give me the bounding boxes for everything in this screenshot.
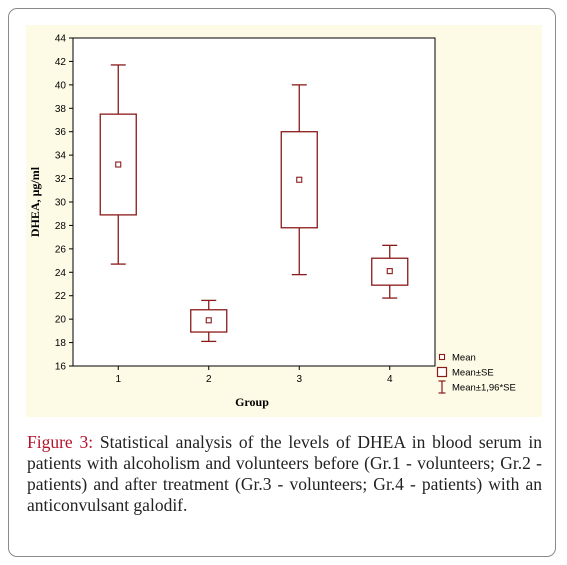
caption-label: Figure 3: — [27, 432, 94, 452]
x-tick-label: 3 — [296, 374, 302, 385]
caption-text: Statistical analysis of the levels of DH… — [27, 432, 542, 515]
legend-se-symbol — [436, 366, 448, 378]
mean-marker — [386, 268, 393, 275]
y-tick-label: 22 — [55, 291, 67, 302]
y-tick-label: 20 — [55, 315, 67, 326]
y-tick-label: 40 — [55, 80, 67, 91]
y-tick-label: 16 — [55, 362, 67, 373]
box-group-4 — [371, 244, 409, 299]
mean-marker — [205, 317, 212, 324]
legend-mean-symbol — [438, 353, 446, 361]
figure-caption: Figure 3: Statistical analysis of the le… — [27, 432, 542, 516]
y-tick-label: 44 — [55, 34, 67, 45]
se-box — [99, 113, 137, 216]
x-tick-label: 4 — [387, 374, 393, 385]
y-tick-label: 36 — [55, 127, 67, 138]
y-tick-label: 30 — [55, 198, 67, 209]
y-tick-label: 18 — [55, 338, 67, 349]
y-axis-label: DHEA, μg/ml — [28, 166, 42, 237]
x-tick-label: 1 — [115, 374, 121, 385]
box-group-3 — [280, 84, 318, 276]
legend: Mean Mean±SE Mean±1,96*SE — [436, 353, 516, 394]
y-tick-label: 42 — [55, 57, 67, 68]
box-group-2 — [190, 299, 228, 343]
y-tick-label: 38 — [55, 104, 67, 115]
y-tick-label: 32 — [55, 174, 67, 185]
y-axis-ticks: 16 18 20 22 24 26 28 30 32 34 36 38 40 42 44 — [55, 34, 73, 373]
y-tick-label: 28 — [55, 221, 67, 232]
legend-label: Mean±SE — [452, 368, 494, 379]
legend-label: Mean — [452, 353, 476, 364]
y-tick-label: 26 — [55, 244, 67, 255]
y-tick-label: 34 — [55, 151, 67, 162]
y-tick-label: 24 — [55, 268, 67, 279]
legend-label: Mean±1,96*SE — [452, 383, 516, 394]
x-axis-label: Group — [235, 395, 269, 409]
mean-marker — [115, 161, 122, 168]
x-axis-ticks: 1 2 3 4 — [115, 366, 393, 385]
x-tick-label: 2 — [206, 374, 212, 385]
box-group-1 — [99, 64, 137, 265]
mean-marker — [296, 176, 303, 183]
boxes-layer — [99, 64, 409, 343]
